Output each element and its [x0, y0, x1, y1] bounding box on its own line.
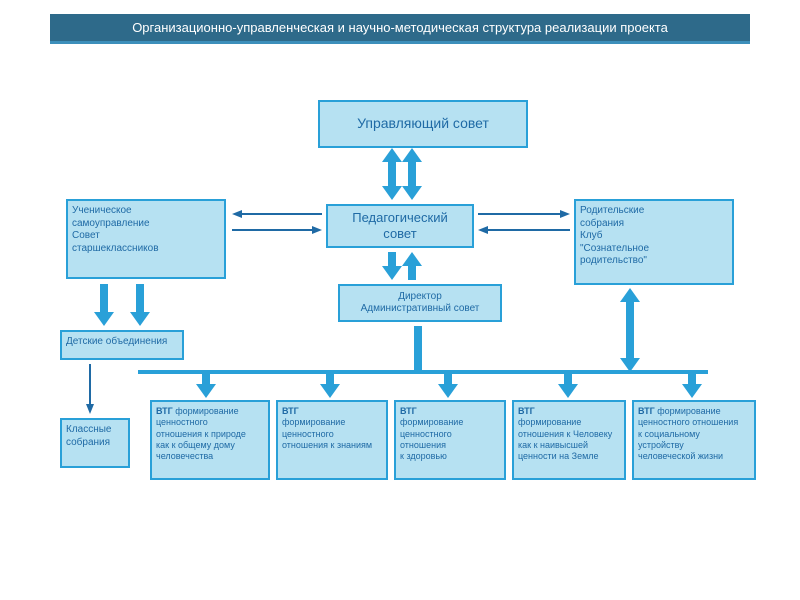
node-vtg4: ВТГформированиеотношения к Человекукак к…: [512, 400, 626, 480]
node-parents: РодительскиесобранияКлуб"Сознательное ро…: [574, 199, 734, 285]
node-vtg5: ВТГ формированиеценностного отношенияк с…: [632, 400, 756, 480]
node-vtg2: ВТГ формированиеценностногоотношения к з…: [276, 400, 388, 480]
node-class-meet: Классныесобрания: [60, 418, 130, 468]
page-title: Организационно-управленческая и научно-м…: [50, 14, 750, 44]
node-ped-council: Педагогическийсовет: [326, 204, 474, 248]
node-director: ДиректорАдминистративный совет: [338, 284, 502, 322]
node-student-gov: УченическоесамоуправлениеСоветстаршеклас…: [66, 199, 226, 279]
node-vtg3: ВТГформированиеценностного отношенияк зд…: [394, 400, 506, 480]
node-child-org: Детские объединения: [60, 330, 184, 360]
node-vtg1: ВТГ формированиеценностногоотношения к п…: [150, 400, 270, 480]
node-governing: Управляющий совет: [318, 100, 528, 148]
